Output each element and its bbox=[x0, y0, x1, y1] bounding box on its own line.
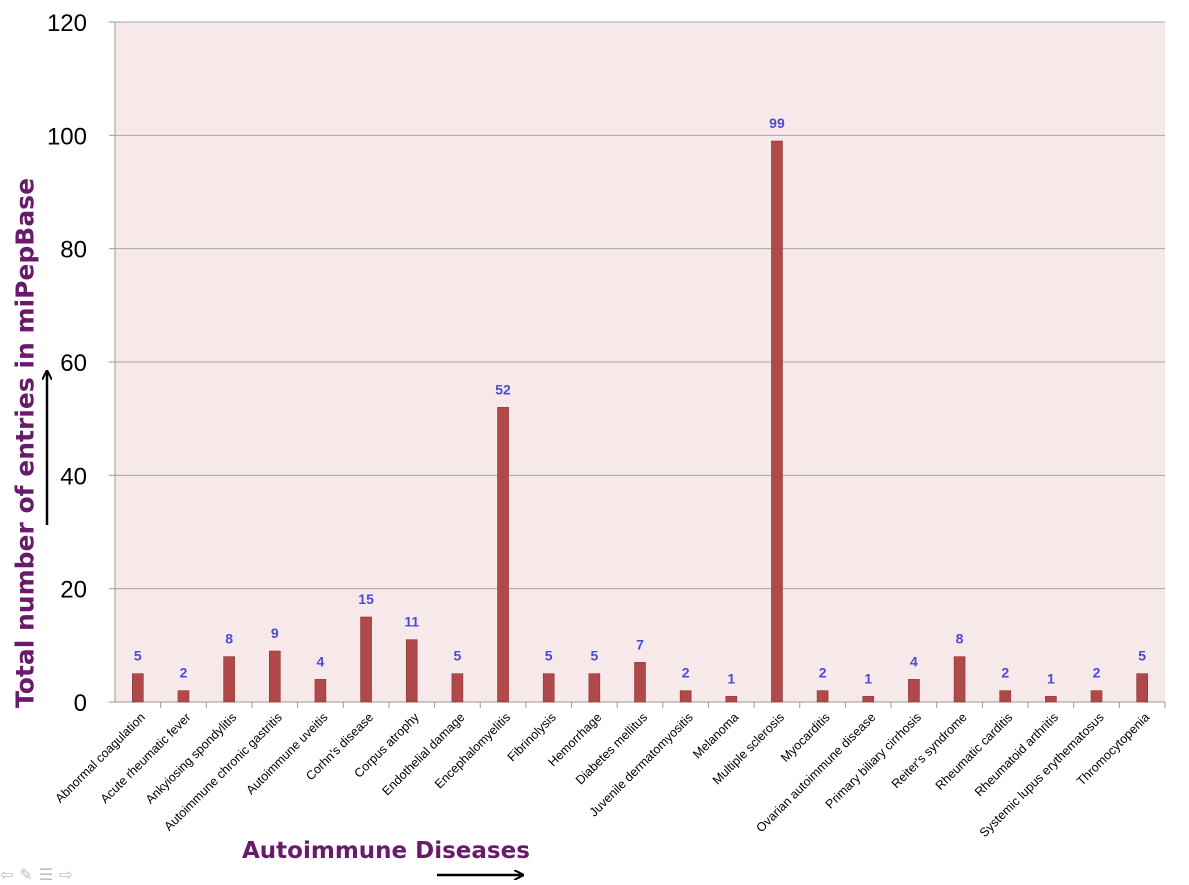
bar bbox=[451, 673, 464, 703]
bar bbox=[816, 690, 829, 703]
data-label: 9 bbox=[271, 625, 279, 641]
bar bbox=[588, 673, 601, 703]
x-axis-title: Autoimmune Diseases bbox=[242, 838, 530, 864]
bar bbox=[268, 650, 281, 703]
bar bbox=[360, 616, 372, 703]
bar bbox=[908, 679, 920, 703]
data-label: 5 bbox=[1138, 648, 1146, 664]
bar bbox=[497, 407, 509, 703]
pen-icon[interactable]: ✎ bbox=[19, 866, 33, 884]
bar bbox=[999, 690, 1012, 703]
data-label: 5 bbox=[590, 648, 598, 664]
y-tick-label: 40 bbox=[60, 463, 87, 490]
x-tick-label: Rheumatic carditis bbox=[933, 710, 1016, 793]
data-label: 2 bbox=[819, 665, 827, 681]
bar bbox=[132, 673, 144, 703]
y-axis-title: Total number of entries in miPepBase bbox=[10, 177, 40, 709]
data-label: 5 bbox=[545, 648, 553, 664]
data-label: 52 bbox=[495, 381, 511, 397]
data-label: 2 bbox=[180, 665, 188, 681]
y-tick-label: 120 bbox=[47, 10, 87, 37]
y-tick-label: 100 bbox=[47, 123, 87, 150]
data-label: 99 bbox=[769, 115, 785, 131]
y-tick-label: 0 bbox=[74, 690, 87, 717]
back-arrow-icon[interactable]: ⇦ bbox=[0, 866, 14, 884]
forward-arrow-icon[interactable]: ⇨ bbox=[59, 866, 73, 884]
x-tick-label: Abnormal coagulation bbox=[53, 710, 148, 805]
bar bbox=[1045, 696, 1057, 703]
bar bbox=[725, 696, 738, 703]
bar bbox=[679, 690, 692, 703]
x-tick-label: Ankyiosing spondylitis bbox=[143, 710, 239, 806]
bar bbox=[771, 140, 783, 703]
data-label: 4 bbox=[317, 653, 325, 669]
data-label: 1 bbox=[864, 670, 872, 686]
bar bbox=[953, 656, 966, 703]
bar bbox=[223, 656, 235, 703]
data-label: 15 bbox=[358, 591, 374, 607]
data-label: 8 bbox=[956, 631, 964, 647]
data-label: 2 bbox=[682, 665, 690, 681]
data-label: 5 bbox=[453, 648, 461, 664]
x-tick-label: Acute rheumatic fever bbox=[98, 710, 194, 806]
slide-navigation: ⇦ ✎ ☰ ⇨ bbox=[0, 864, 73, 885]
y-tick-label: 80 bbox=[60, 237, 87, 264]
y-tick-label: 20 bbox=[60, 577, 87, 604]
x-tick-label: Endothelial damage bbox=[379, 710, 467, 798]
data-label: 4 bbox=[910, 653, 918, 669]
data-label: 2 bbox=[1001, 665, 1009, 681]
data-label: 1 bbox=[727, 670, 735, 686]
bar bbox=[405, 639, 418, 703]
data-label: 5 bbox=[134, 648, 142, 664]
data-label: 8 bbox=[225, 631, 233, 647]
data-label: 7 bbox=[636, 636, 644, 652]
bar bbox=[634, 662, 646, 703]
menu-icon[interactable]: ☰ bbox=[38, 866, 54, 884]
bar bbox=[177, 690, 190, 703]
data-label: 11 bbox=[404, 614, 419, 630]
x-tick-label: Rheumatoid arthritis bbox=[972, 710, 1061, 799]
bar bbox=[542, 673, 555, 703]
bar bbox=[1136, 673, 1148, 703]
x-tick-label: Autoimmune uveitis bbox=[244, 710, 331, 797]
bar bbox=[1090, 690, 1103, 703]
data-label: 1 bbox=[1047, 670, 1055, 686]
data-label: 2 bbox=[1093, 665, 1101, 681]
y-tick-label: 60 bbox=[60, 350, 87, 377]
bar bbox=[314, 679, 327, 703]
bar bbox=[862, 696, 875, 703]
